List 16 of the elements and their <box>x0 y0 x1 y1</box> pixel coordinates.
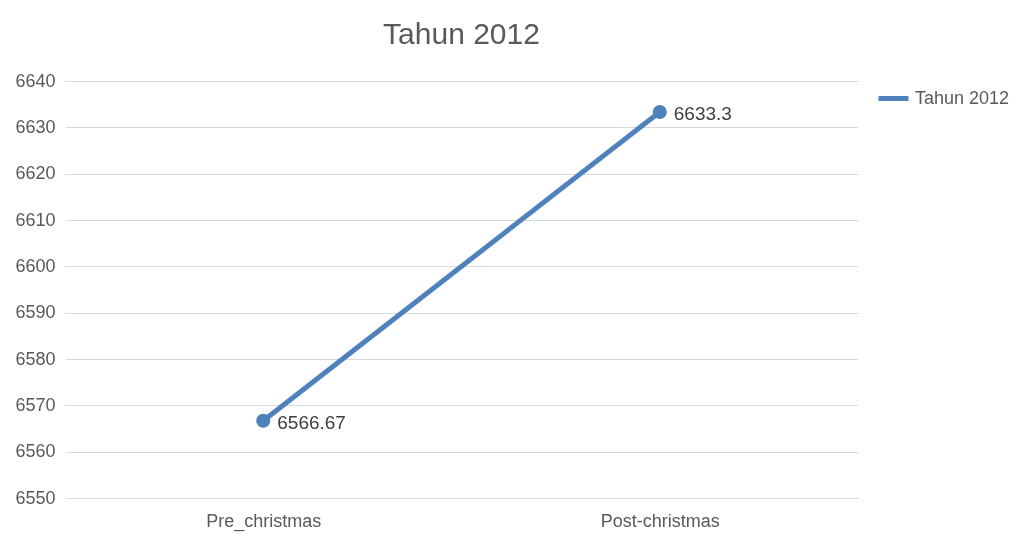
y-tick-label: 6600 <box>15 255 56 276</box>
data-label: 6566.67 <box>277 411 346 433</box>
y-tick-label: 6570 <box>15 394 56 415</box>
data-label: 6633.3 <box>673 103 732 125</box>
y-tick-label: 6560 <box>15 441 56 462</box>
y-tick-label: 6630 <box>15 116 56 137</box>
y-tick-label: 6610 <box>15 209 56 230</box>
y-tick-label: 6620 <box>15 163 56 184</box>
y-tick-label: 6550 <box>15 487 56 508</box>
y-tick-label: 6640 <box>15 70 56 91</box>
y-tick-label: 6580 <box>15 348 56 369</box>
chart-title: Tahun 2012 <box>383 17 540 50</box>
x-tick-label: Pre_christmas <box>206 510 322 532</box>
y-tick-label: 6590 <box>15 302 56 323</box>
x-tick-label: Post-christmas <box>600 510 720 531</box>
legend-label: Tahun 2012 <box>915 87 1010 108</box>
